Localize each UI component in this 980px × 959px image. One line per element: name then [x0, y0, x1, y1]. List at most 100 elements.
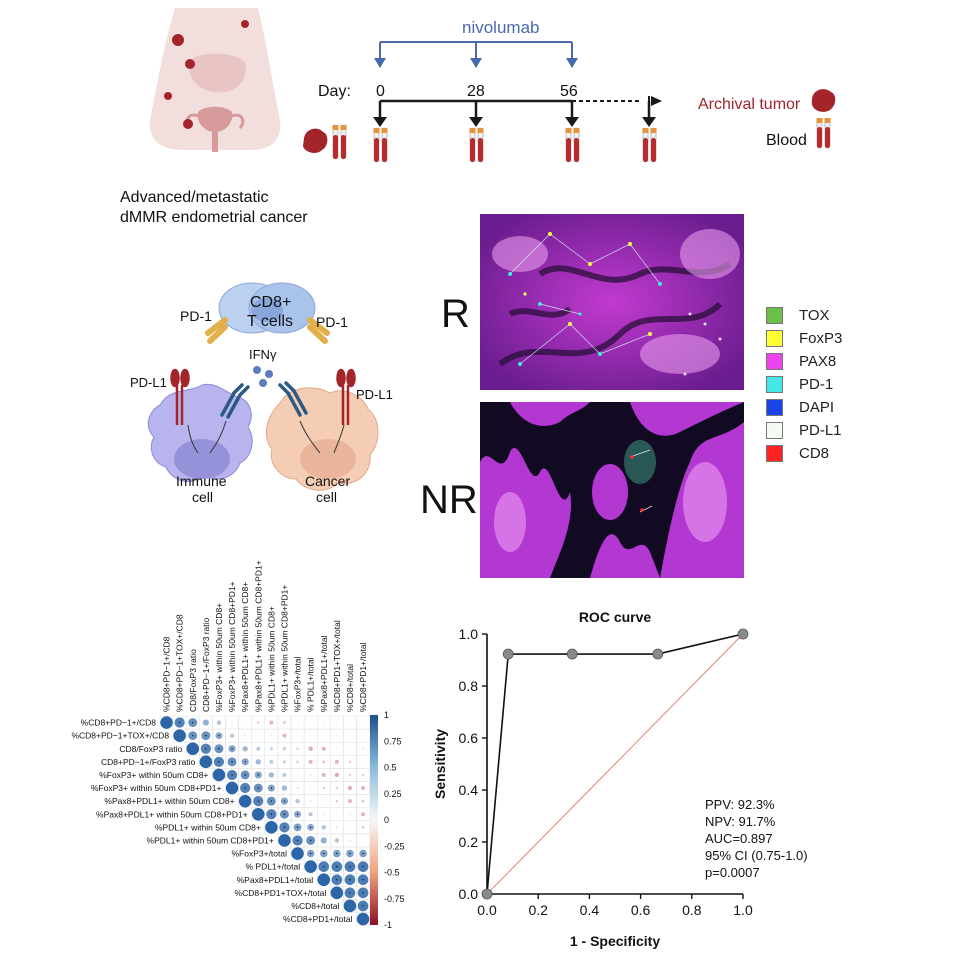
corr-circle	[296, 774, 299, 776]
tumor-icon	[303, 89, 836, 153]
corr-significance-dot	[231, 761, 233, 763]
pdl1-left-label: PD-L1	[130, 375, 167, 390]
legend-item-pdl1: PD-L1	[766, 419, 842, 441]
corr-circle	[349, 721, 351, 724]
corr-circle	[202, 719, 209, 726]
cancer-cell-label-line1: Cancer	[305, 473, 350, 489]
corr-circle	[212, 768, 226, 782]
corr-circle	[336, 734, 338, 737]
blood-label: Blood	[766, 132, 807, 149]
immune-cell-label-line2: cell	[192, 489, 213, 505]
roc-axes: 0.0 0.2 0.4 0.6 0.8 1.0 0.0 0.2 0.4 0.6 0.8 1.0	[459, 626, 753, 918]
x-tick-label: 0.0	[477, 902, 497, 918]
x-tick-label: 0.8	[682, 902, 702, 918]
corr-circle	[335, 799, 339, 803]
legend-label: DAPI	[799, 398, 835, 416]
corr-circle	[199, 755, 213, 769]
legend-item-foxp3: FoxP3	[766, 327, 842, 349]
corr-row-label: %CD8+/total	[291, 901, 339, 911]
corr-row-label: %CD8+PD1+/total	[283, 914, 353, 924]
day-label: Day:	[318, 83, 351, 100]
corr-circle	[265, 821, 278, 834]
day-28-label: 28	[467, 83, 485, 100]
corr-circle	[308, 812, 313, 817]
corr-significance-dot	[336, 879, 338, 881]
ppv-stat: PPV: 92.3%	[705, 797, 775, 812]
corr-circle	[347, 785, 353, 791]
corr-significance-dot	[349, 892, 351, 894]
pdl1-right-label: PD-L1	[356, 387, 393, 402]
corr-column-label: CD8/FoxP3 ratio	[188, 649, 198, 712]
corr-circle	[362, 734, 364, 737]
corr-circle	[336, 813, 338, 816]
corr-row-label: %PDL1+ within 50um CD8+	[155, 822, 261, 832]
corr-significance-dot	[244, 774, 246, 776]
corr-significance-dot	[244, 787, 246, 789]
auc-stat: AUC=0.897	[705, 831, 773, 846]
color-scale-tick: -0.5	[384, 868, 400, 878]
corr-significance-dot	[349, 865, 351, 868]
corr-circle	[348, 773, 352, 777]
nivolumab-bracket	[374, 41, 578, 68]
legend-swatch	[766, 306, 783, 324]
color-scale-tick: 0	[384, 815, 389, 825]
corr-row-label: % PDL1+/total	[246, 862, 301, 872]
corr-circle	[362, 747, 365, 750]
corr-row-label: %CD8+PD1+TOX+/total	[235, 888, 327, 898]
corr-circle	[160, 716, 173, 729]
corr-circle	[334, 759, 339, 764]
y-tick-label: 0.0	[459, 886, 479, 902]
corr-significance-dot	[309, 852, 312, 855]
corr-significance-dot	[192, 734, 194, 737]
legend-item-cd8: CD8	[766, 442, 829, 464]
corr-circle	[362, 721, 364, 724]
y-axis-title: Sensitivity	[432, 729, 448, 799]
corr-circle	[309, 774, 312, 776]
cancer-cell-label-line2: cell	[316, 489, 337, 505]
corr-circle	[186, 742, 200, 756]
y-tick-label: 0.8	[459, 678, 479, 694]
corr-significance-dot	[323, 865, 325, 868]
corr-circle	[291, 847, 304, 860]
tcell-label-line2: T cells	[247, 313, 293, 330]
corr-circle	[322, 800, 325, 802]
corr-column-label: %PDL1+ within 50um CD8+PD1+	[279, 585, 289, 712]
y-tick-label: 0.2	[459, 834, 479, 850]
corr-row-label: %CD8+PD−1+TOX+/CD8	[71, 731, 169, 741]
corr-cell	[356, 912, 370, 926]
color-scale-tick: -0.25	[384, 841, 405, 851]
corr-circle	[309, 800, 312, 803]
corr-circle	[216, 720, 222, 725]
x-axis-title: 1 - Specificity	[570, 933, 660, 949]
x-tick-label: 0.2	[528, 902, 548, 918]
responder-label: R	[441, 292, 470, 336]
anatomy-icon	[149, 8, 281, 152]
corr-circle	[361, 812, 366, 817]
corr-significance-dot	[283, 813, 286, 815]
roc-point	[502, 648, 514, 660]
corr-significance-dot	[362, 865, 364, 868]
legend-label: CD8	[799, 444, 830, 462]
legend-swatch	[766, 329, 783, 347]
corr-significance-dot	[270, 787, 273, 789]
corr-circle	[244, 721, 246, 724]
corr-circle	[361, 786, 366, 791]
legend-swatch	[766, 421, 783, 439]
color-scale-tick: -0.75	[384, 894, 405, 904]
corr-row-label: %Pax8+PDL1+ within 50um CD8+	[104, 796, 234, 806]
corr-circle	[282, 760, 287, 764]
color-scale-tick: -1	[384, 920, 392, 930]
corr-column-label: %CD8+PD1+TOX+/total	[332, 620, 342, 712]
corr-significance-dot	[362, 879, 364, 881]
corr-circle	[308, 759, 313, 764]
corr-column-label: %CD8+/total	[345, 664, 355, 712]
mechanism-diagram: CD8+ T cells PD-1 PD-1 IFNγ PD-L1 PD-L1 …	[130, 282, 393, 505]
corr-row-label: CD8/FoxP3 ratio	[119, 744, 182, 754]
corr-significance-dot	[257, 800, 259, 802]
color-scale-tick: 0.5	[384, 763, 397, 773]
y-tick-label: 0.6	[459, 730, 479, 746]
corr-circle	[296, 721, 299, 724]
corr-circle	[244, 734, 247, 737]
drug-label: nivolumab	[462, 18, 540, 37]
corr-circle	[321, 825, 326, 830]
